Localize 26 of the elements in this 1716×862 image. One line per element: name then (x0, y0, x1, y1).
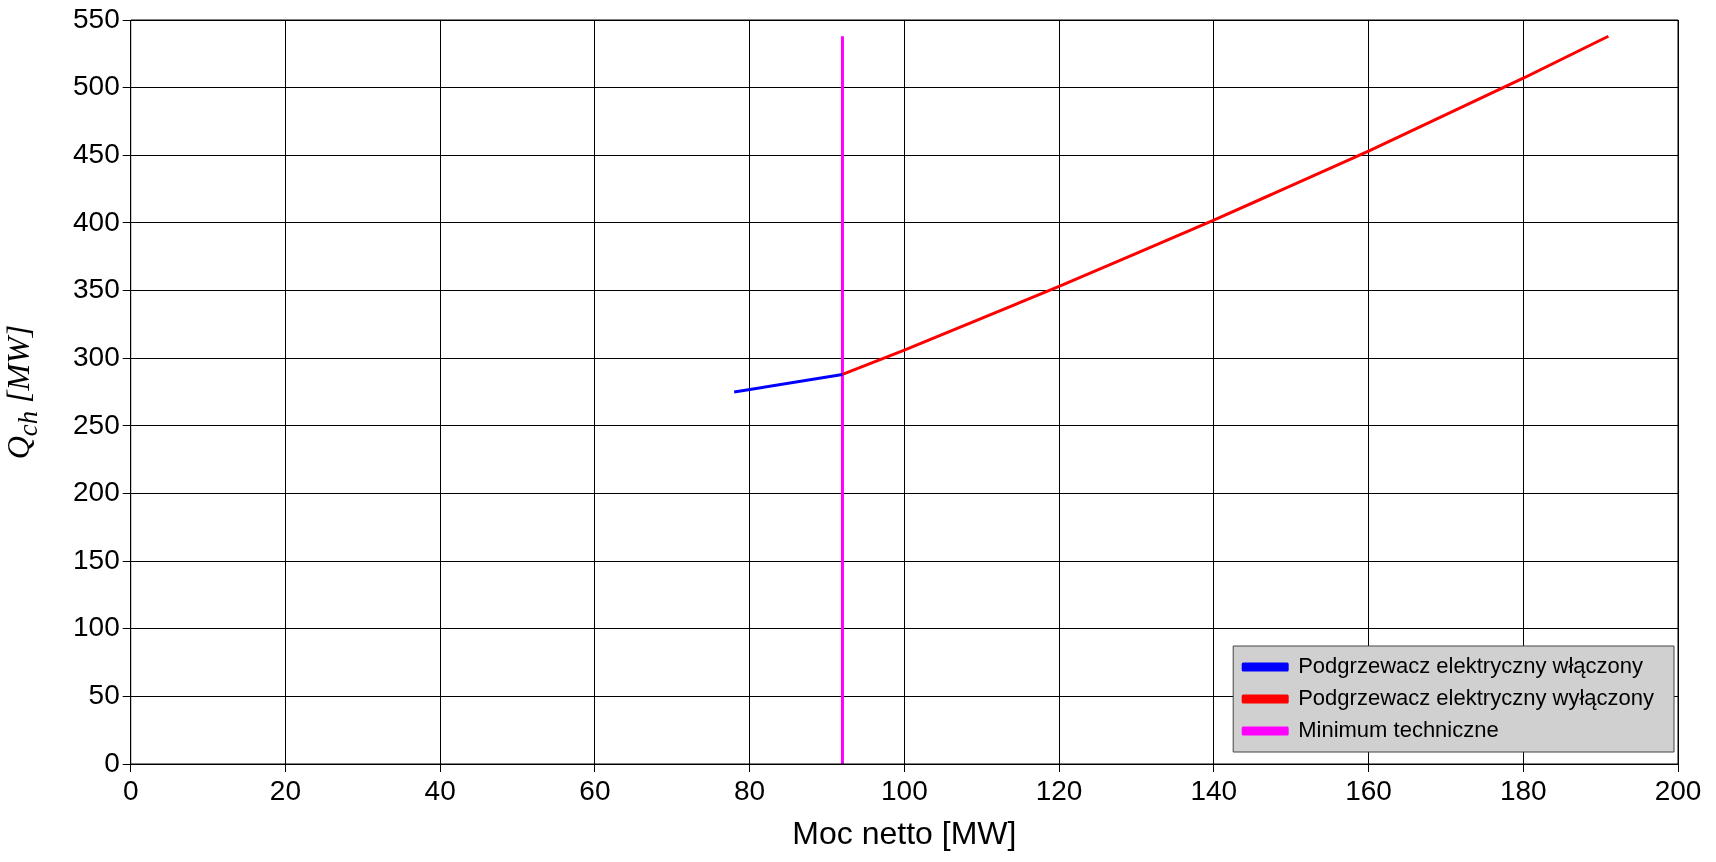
y-tick-label: 350 (73, 273, 120, 305)
x-tick-label: 100 (881, 774, 928, 806)
y-tick-label: 150 (73, 543, 120, 575)
y-tick-label: 300 (73, 340, 120, 372)
y-tick-label: 100 (73, 611, 120, 643)
y-tick-label: 200 (73, 476, 120, 508)
x-tick-label: 60 (579, 774, 611, 806)
x-tick-label: 120 (1035, 774, 1083, 806)
x-tick-label: 160 (1345, 774, 1392, 806)
x-tick-label: 180 (1499, 774, 1547, 806)
y-tick-label: 550 (73, 2, 120, 34)
y-tick-label: 50 (88, 679, 120, 711)
x-axis-title: Moc netto [MW] (792, 814, 1017, 851)
legend-label: Minimum techniczne (1298, 717, 1499, 743)
x-tick-label: 80 (734, 774, 766, 806)
legend-label: Podgrzewacz elektryczny włączony (1298, 653, 1644, 679)
y-tick-label: 450 (73, 137, 120, 169)
x-tick-label: 200 (1654, 774, 1702, 806)
x-tick-label: 20 (269, 774, 302, 806)
y-tick-label: 400 (73, 205, 120, 237)
x-tick-label: 140 (1190, 774, 1238, 806)
x-tick-label: 40 (424, 774, 456, 806)
y-tick-label: 250 (73, 408, 120, 440)
y-tick-label: 500 (73, 70, 120, 102)
legend-label: Podgrzewacz elektryczny wyłączony (1298, 685, 1655, 711)
y-tick-label: 0 (104, 746, 120, 778)
